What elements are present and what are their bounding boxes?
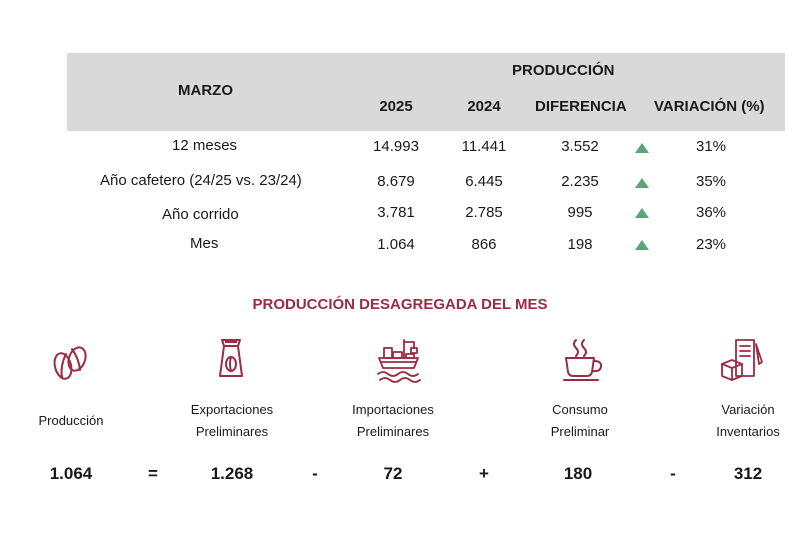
- label-exportaciones: Exportaciones Preliminares: [190, 402, 274, 439]
- table-header-band: [67, 53, 785, 131]
- operator-minus: -: [670, 464, 676, 483]
- value-exportaciones: 1.268: [210, 464, 254, 483]
- value-diferencia: 198: [567, 236, 593, 253]
- value-variacion: 35%: [695, 173, 727, 190]
- triangle-up-icon: [635, 143, 649, 153]
- value-variacion-inventarios: 312: [733, 464, 763, 483]
- value-consumo: 180: [563, 464, 593, 483]
- label-variacion-inventarios: Variación Inventarios: [716, 402, 780, 439]
- coffee-bag-icon: [208, 334, 256, 382]
- coffee-bean-icon: [46, 340, 94, 388]
- value-2025: 8.679: [377, 173, 415, 190]
- value-diferencia: 2.235: [561, 173, 599, 190]
- triangle-up-icon: [635, 240, 649, 250]
- value-diferencia: 3.552: [561, 138, 599, 155]
- value-2025: 3.781: [377, 204, 415, 221]
- col-header-variacion: VARIACIÓN (%): [654, 98, 765, 115]
- value-variacion: 23%: [695, 236, 727, 253]
- value-2025: 14.993: [373, 138, 419, 155]
- value-produccion: 1.064: [49, 464, 93, 483]
- row-label: Año cafetero (24/25 vs. 23/24): [100, 172, 302, 189]
- value-variacion: 36%: [695, 204, 727, 221]
- col-header-diferencia: DIFERENCIA: [535, 98, 627, 115]
- row-label: Mes: [190, 235, 219, 252]
- value-2024: 2.785: [465, 204, 503, 221]
- value-2024: 11.441: [461, 138, 507, 155]
- label-consumo: Consumo Preliminar: [550, 402, 610, 439]
- col-header-2024: 2024: [467, 98, 501, 115]
- section-title: PRODUCCIÓN DESAGREGADA DEL MES: [252, 296, 548, 313]
- coffee-cup-icon: [560, 336, 608, 384]
- value-importaciones: 72: [383, 464, 403, 483]
- triangle-up-icon: [635, 178, 649, 188]
- triangle-up-icon: [635, 208, 649, 218]
- inventory-icon: [718, 336, 766, 384]
- label-produccion: Producción: [38, 413, 104, 428]
- label-importaciones: Importaciones Preliminares: [352, 402, 434, 439]
- col-header-2025: 2025: [379, 98, 413, 115]
- row-header: MARZO: [178, 82, 233, 99]
- group-header: PRODUCCIÓN: [512, 62, 615, 79]
- value-diferencia: 995: [567, 204, 593, 221]
- operator-minus: -: [312, 464, 318, 483]
- value-2024: 866: [471, 236, 497, 253]
- value-2024: 6.445: [465, 173, 503, 190]
- row-label: Año corrido: [162, 206, 239, 223]
- cargo-ship-icon: [374, 336, 422, 384]
- row-label: 12 meses: [172, 137, 238, 154]
- operator-plus: +: [479, 464, 489, 483]
- value-2025: 1.064: [377, 236, 415, 253]
- operator-equals: =: [148, 464, 158, 483]
- value-variacion: 31%: [695, 138, 727, 155]
